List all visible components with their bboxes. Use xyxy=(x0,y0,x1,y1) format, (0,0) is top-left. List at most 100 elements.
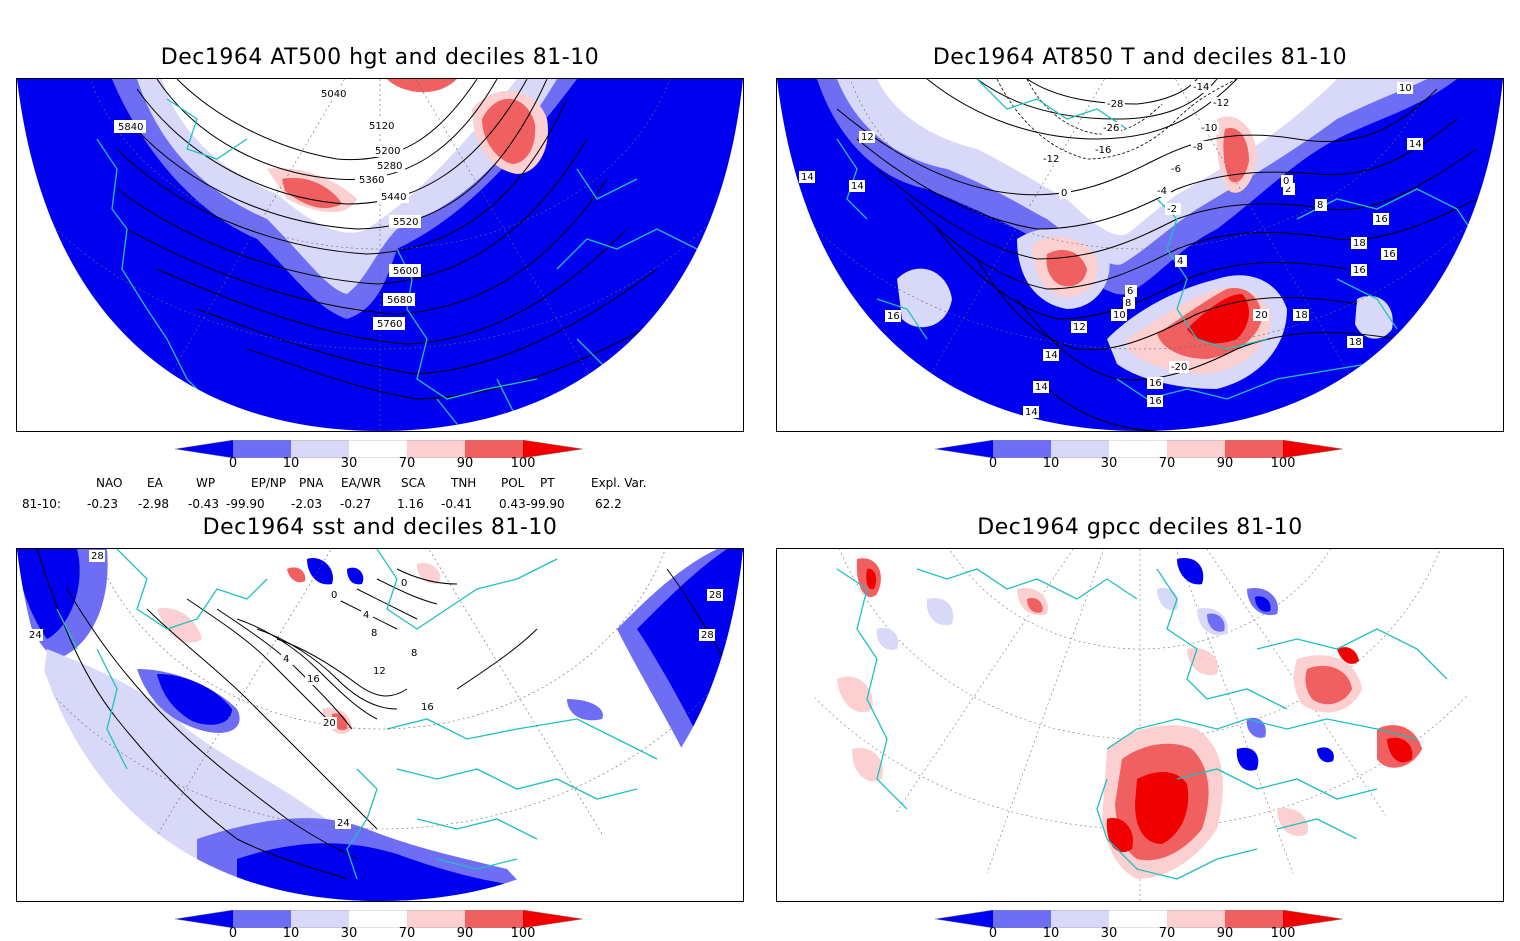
colorbar-segment xyxy=(349,910,407,928)
contour-label: 5040 xyxy=(317,87,349,100)
contour-label: 0 xyxy=(1059,187,1071,199)
index-header: PT xyxy=(540,476,555,490)
contour-label: 12 xyxy=(1071,321,1087,333)
contour-label: 10 xyxy=(1111,309,1127,321)
colorbar-segment xyxy=(233,440,291,458)
contour-label: 18 xyxy=(1293,309,1309,321)
map-hgt500-svg: 5040 5120 5200 5280 5360 5440 5520 5600 … xyxy=(17,79,743,431)
contour-label: 5680 xyxy=(383,293,415,306)
contour-label: 10 xyxy=(1397,82,1413,94)
svg-text:16: 16 xyxy=(1375,214,1388,225)
svg-text:5040: 5040 xyxy=(321,89,346,100)
colorbar-tick-label: 90 xyxy=(456,926,474,941)
colorbar-tick-label: 30 xyxy=(1100,456,1118,471)
colorbar-segment xyxy=(407,440,465,458)
contour-label: 5440 xyxy=(377,190,409,203)
colorbar-segment xyxy=(993,440,1051,458)
map-t850-svg: -28 -26 -16 -14 -12 -12 -10 -8 -6 -4 -2 … xyxy=(777,79,1503,431)
contour-label: 5760 xyxy=(373,317,405,330)
svg-text:18: 18 xyxy=(1295,310,1308,321)
contour-label: 16 xyxy=(1147,377,1163,389)
contour-label: 16 xyxy=(1373,213,1389,225)
index-value: 0.43 xyxy=(499,497,526,511)
svg-text:24: 24 xyxy=(29,630,42,641)
svg-text:28: 28 xyxy=(701,630,714,641)
svg-text:-8: -8 xyxy=(1193,142,1203,153)
svg-text:5440: 5440 xyxy=(381,192,406,203)
colorbar-segment xyxy=(1109,440,1167,458)
svg-text:12: 12 xyxy=(373,666,386,677)
contour-label: 16 xyxy=(1381,248,1397,260)
contour-label: -16 xyxy=(1093,144,1113,156)
index-value: -99.90 xyxy=(526,497,565,511)
colorbar-segment xyxy=(349,440,407,458)
colorbar-tick-label: 10 xyxy=(1042,456,1060,471)
colorbar-tick-label: 70 xyxy=(1158,926,1176,941)
colorbar-segment xyxy=(1225,910,1283,928)
colorbar-segment xyxy=(935,440,993,458)
svg-text:16: 16 xyxy=(307,674,320,685)
svg-text:28: 28 xyxy=(709,590,722,601)
svg-text:-6: -6 xyxy=(1171,164,1181,175)
colorbar-panel-1: 0 10 30 70 90 100 xyxy=(174,439,585,480)
svg-text:8: 8 xyxy=(411,648,417,659)
index-header: PNA xyxy=(299,476,324,490)
contour-label: -10 xyxy=(1199,122,1219,134)
contour-label: 5520 xyxy=(389,215,421,228)
svg-text:0: 0 xyxy=(1061,188,1067,199)
colorbar-segment xyxy=(291,440,349,458)
svg-text:24: 24 xyxy=(337,818,350,829)
contour-label: 28 xyxy=(89,550,105,562)
contour-label: 14 xyxy=(1407,138,1423,150)
contour-label: 8 xyxy=(1315,199,1327,211)
contour-label: 16 xyxy=(419,701,435,713)
colorbar-svg xyxy=(934,909,1344,929)
colorbar-segment xyxy=(1167,910,1225,928)
colorbar-panel-2: 0 10 30 70 90 100 xyxy=(934,439,1345,480)
svg-text:5120: 5120 xyxy=(369,121,394,132)
svg-text:5680: 5680 xyxy=(387,295,412,306)
map-panel-hgt500: 5040 5120 5200 5280 5360 5440 5520 5600 … xyxy=(16,78,744,432)
contour-label: 0 xyxy=(329,589,341,601)
contour-label: 24 xyxy=(27,629,43,641)
contour-label: -4 xyxy=(1155,185,1171,197)
colorbar-tick-label: 10 xyxy=(1042,926,1060,941)
svg-text:-12: -12 xyxy=(1043,154,1059,165)
index-header: EA xyxy=(147,476,163,490)
colorbar-svg xyxy=(174,909,584,929)
map-sst-svg: 28 24 0 4 8 12 16 20 24 0 4 8 16 28 28 xyxy=(17,549,743,901)
colorbar-tick-label: 70 xyxy=(1158,456,1176,471)
colorbar-tick-label: 30 xyxy=(1100,926,1118,941)
colorbar-tick-label: 70 xyxy=(398,926,416,941)
contour-label: 14 xyxy=(1023,406,1039,418)
colorbar-tick-label: 100 xyxy=(510,456,536,471)
contour-label: -6 xyxy=(1169,163,1185,175)
panel-3-title: Dec1964 sst and deciles 81-10 xyxy=(202,515,558,540)
index-header: EA/WR xyxy=(341,476,382,490)
svg-text:20: 20 xyxy=(323,718,336,729)
colorbar-segment xyxy=(407,910,465,928)
colorbar-tick-label: 70 xyxy=(398,456,416,471)
contour-label: 6 xyxy=(1125,285,1137,297)
contour-label: 14 xyxy=(849,180,865,192)
svg-text:14: 14 xyxy=(801,172,814,183)
index-header: WP xyxy=(196,476,216,490)
svg-text:16: 16 xyxy=(421,702,434,713)
contour-label: 16 xyxy=(1147,395,1163,407)
colorbar-segment xyxy=(1167,440,1225,458)
svg-text:5280: 5280 xyxy=(377,161,402,172)
map-panel-t850: -28 -26 -16 -14 -12 -12 -10 -8 -6 -4 -2 … xyxy=(776,78,1504,432)
contour-label: -20 xyxy=(1169,361,1189,373)
colorbar-segment xyxy=(1283,440,1343,458)
contour-label: 16 xyxy=(885,310,901,322)
contour-label: 16 xyxy=(305,673,321,685)
svg-text:14: 14 xyxy=(1409,139,1422,150)
colorbar-tick-label: 0 xyxy=(228,456,238,471)
svg-text:5600: 5600 xyxy=(393,266,418,277)
svg-text:-12: -12 xyxy=(1213,98,1229,109)
colorbar-tick-label: 0 xyxy=(988,926,998,941)
contour-label: 14 xyxy=(1043,349,1059,361)
svg-text:16: 16 xyxy=(1149,378,1162,389)
colorbar-panel-3: 0 10 30 70 90 100 xyxy=(174,909,585,941)
index-header: NAO xyxy=(96,476,123,490)
